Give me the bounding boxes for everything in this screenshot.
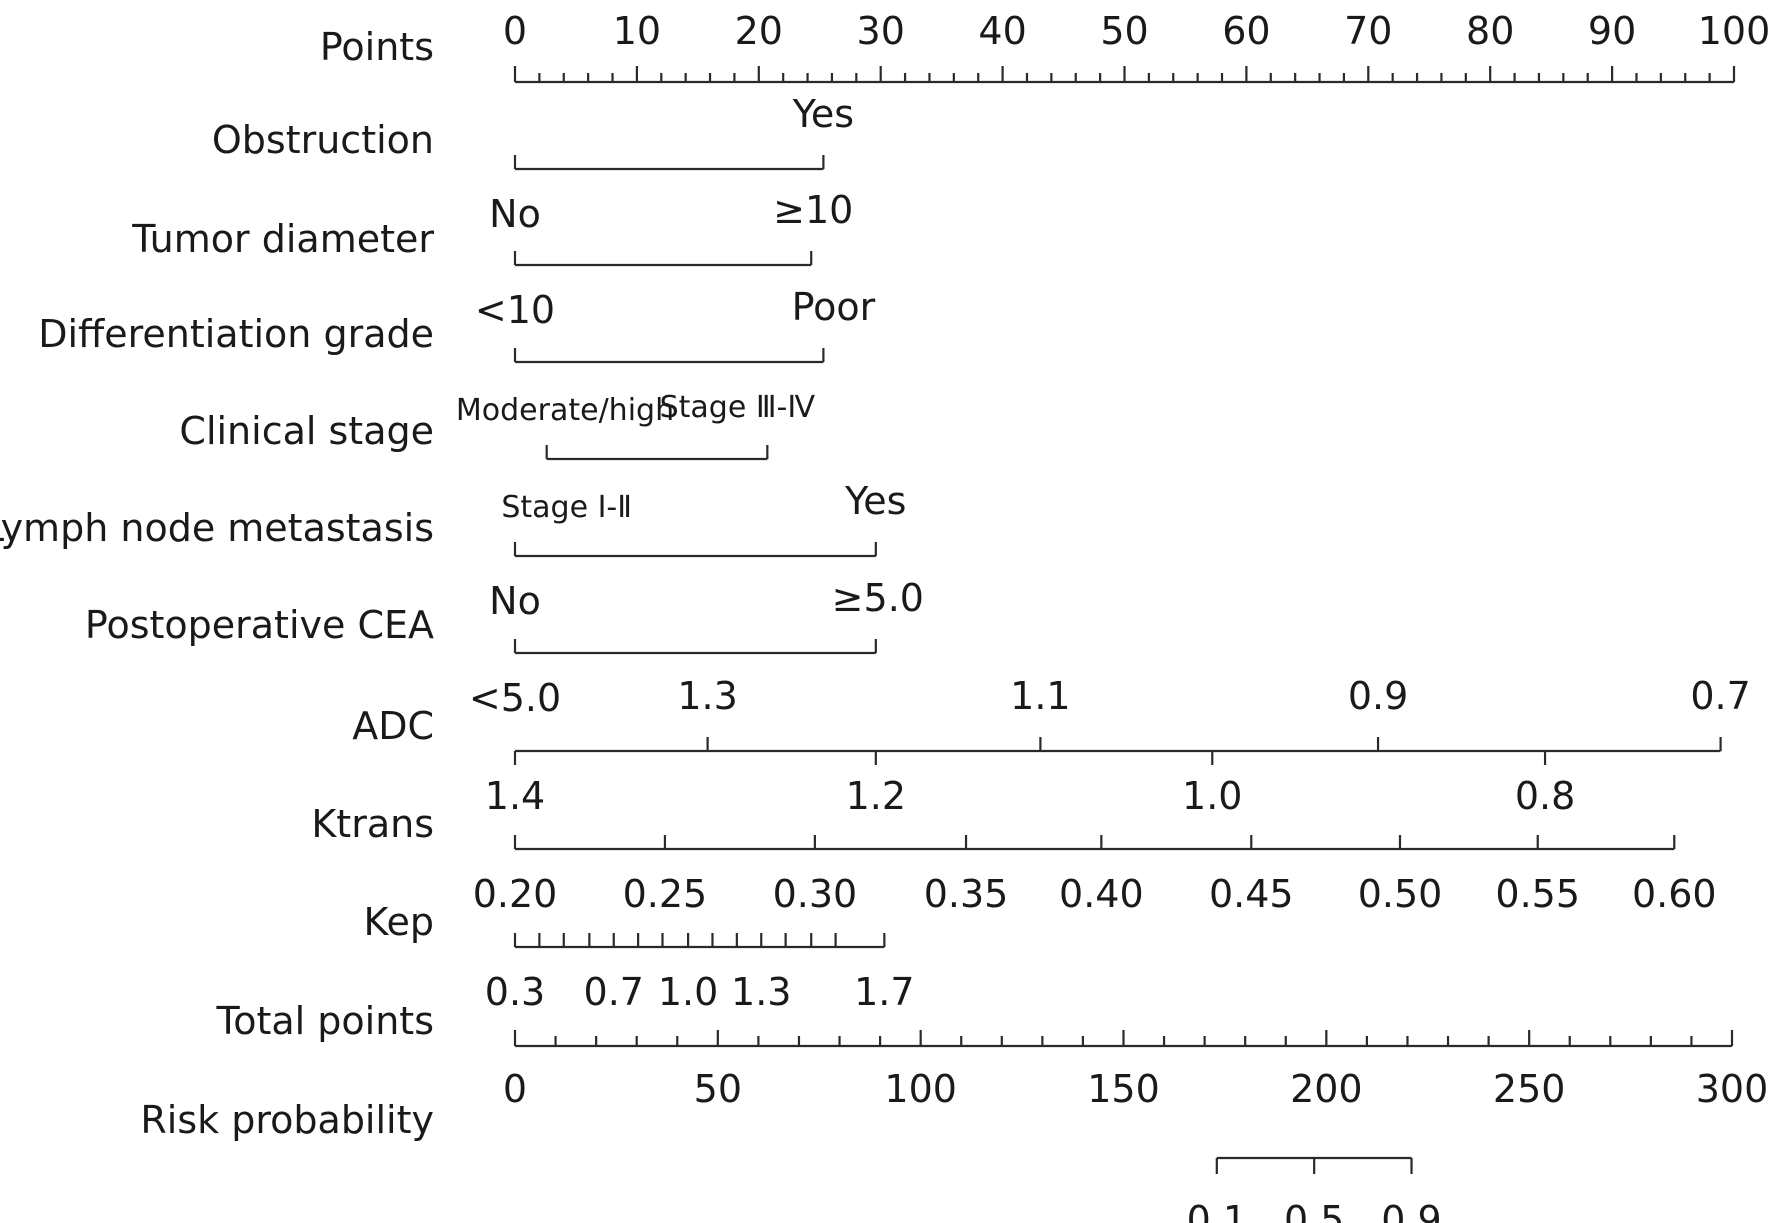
adc-tick-label: 0.7 <box>1690 674 1750 718</box>
row-label-ktrans: Ktrans <box>311 802 434 846</box>
postoperative-cea-level-label: <5.0 <box>469 676 561 720</box>
ktrans-tick-label: 0.30 <box>773 872 858 916</box>
risk-probability-tick-label: 0.5 <box>1284 1198 1344 1223</box>
ktrans-tick-label: 0.45 <box>1209 872 1294 916</box>
ktrans-tick-label: 0.50 <box>1358 872 1443 916</box>
kep-tick-label: 1.3 <box>731 970 791 1014</box>
clinical-stage-level-label: Stage Ⅲ-Ⅳ <box>660 390 816 425</box>
points-tick-label: 20 <box>735 9 783 53</box>
adc-tick-label: 0.9 <box>1348 674 1408 718</box>
total-points-tick-label: 250 <box>1493 1067 1566 1111</box>
kep-tick-label: 0.3 <box>485 970 545 1014</box>
ktrans-tick-label: 0.55 <box>1495 872 1580 916</box>
total-points-tick-label: 150 <box>1087 1067 1160 1111</box>
points-tick-label: 30 <box>857 9 905 53</box>
differentiation-grade-level-label: Moderate/high <box>456 393 674 428</box>
lymph-node-metastasis-level-label: Yes <box>844 479 906 523</box>
points-tick-label: 0 <box>503 9 527 53</box>
points-tick-label: 90 <box>1588 9 1636 53</box>
adc-tick-label: 0.8 <box>1515 774 1575 818</box>
lymph-node-metastasis-level-label: No <box>489 579 541 623</box>
ktrans-tick-label: 0.35 <box>924 872 1009 916</box>
clinical-stage-level-label: Stage Ⅰ-Ⅱ <box>501 490 632 525</box>
adc-tick-label: 1.0 <box>1182 774 1242 818</box>
row-label-obstruction: Obstruction <box>212 118 434 162</box>
adc-tick-label: 1.3 <box>677 674 737 718</box>
ktrans-tick-label: 0.25 <box>623 872 708 916</box>
points-tick-label: 10 <box>613 9 661 53</box>
ktrans-tick-label: 0.40 <box>1059 872 1144 916</box>
row-label-risk-probability: Risk probability <box>140 1098 434 1142</box>
row-label-total-points: Total points <box>215 999 434 1043</box>
kep-tick-label: 1.0 <box>658 970 718 1014</box>
total-points-tick-label: 50 <box>694 1067 742 1111</box>
tumor-diameter-level-label: <10 <box>475 288 555 332</box>
risk-probability-tick-label: 0.1 <box>1187 1198 1247 1223</box>
points-tick-label: 80 <box>1466 9 1514 53</box>
row-label-postoperative-cea: Postoperative CEA <box>85 603 434 647</box>
row-label-adc: ADC <box>352 704 434 748</box>
adc-tick-label: 1.1 <box>1010 674 1070 718</box>
obstruction-level-label: No <box>489 192 541 236</box>
obstruction-level-label: Yes <box>792 92 854 136</box>
row-label-differentiation-grade: Differentiation grade <box>38 312 434 356</box>
points-tick-label: 70 <box>1344 9 1392 53</box>
kep-tick-label: 0.7 <box>584 970 644 1014</box>
row-label-lymph-node-metastasis: Lymph node metastasis <box>0 506 434 550</box>
total-points-tick-label: 200 <box>1290 1067 1363 1111</box>
row-label-clinical-stage: Clinical stage <box>179 409 434 453</box>
total-points-tick-label: 100 <box>884 1067 957 1111</box>
tumor-diameter-level-label: ≥10 <box>773 188 853 232</box>
adc-tick-label: 1.2 <box>846 774 906 818</box>
ktrans-tick-label: 0.60 <box>1632 872 1717 916</box>
points-tick-label: 40 <box>978 9 1026 53</box>
row-label-points: Points <box>320 25 434 69</box>
points-tick-label: 50 <box>1100 9 1148 53</box>
points-tick-label: 60 <box>1222 9 1270 53</box>
adc-tick-label: 1.4 <box>485 774 545 818</box>
differentiation-grade-level-label: Poor <box>792 285 876 329</box>
kep-tick-label: 1.7 <box>854 970 914 1014</box>
postoperative-cea-level-label: ≥5.0 <box>832 576 924 620</box>
row-label-tumor-diameter: Tumor diameter <box>131 217 434 261</box>
row-label-kep: Kep <box>363 900 434 944</box>
total-points-tick-label: 0 <box>503 1067 527 1111</box>
ktrans-tick-label: 0.20 <box>473 872 558 916</box>
risk-probability-tick-label: 0.9 <box>1381 1198 1441 1223</box>
total-points-tick-label: 300 <box>1696 1067 1769 1111</box>
points-tick-label: 100 <box>1698 9 1771 53</box>
